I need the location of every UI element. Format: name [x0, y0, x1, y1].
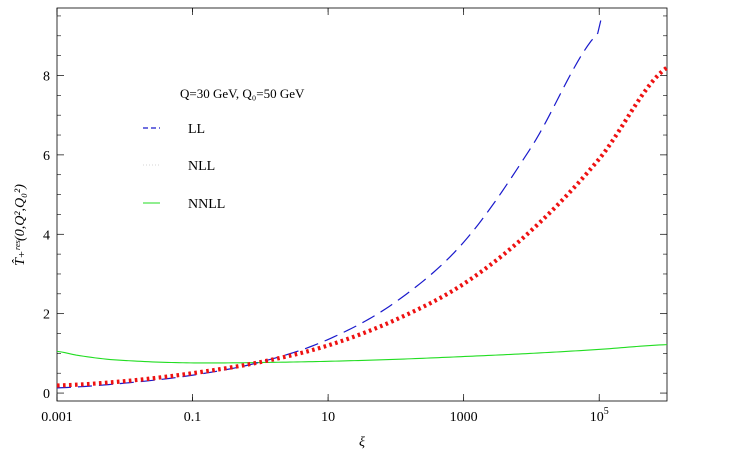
- y-tick-label: 4: [43, 228, 50, 243]
- legend-label-ll: LL: [188, 122, 205, 137]
- series-line-nll: [56, 65, 669, 388]
- x-tick-exponent: 5: [604, 406, 609, 417]
- annotation: Q=30 GeV, Q₀=50 GeV: [180, 86, 305, 101]
- x-tick-label: 105: [590, 406, 609, 425]
- y-tick-label: 6: [43, 149, 50, 164]
- legend-label-nll: NLL: [188, 159, 215, 174]
- x-tick-label: 0.001: [41, 410, 73, 425]
- x-tick-label: 10: [321, 410, 335, 425]
- x-axis-label: ξ: [359, 435, 365, 450]
- x-tick-label: 0.1: [184, 410, 202, 425]
- series-line-nnll: [56, 344, 668, 364]
- legend-label-nnll: NNLL: [188, 197, 225, 212]
- y-axis-label: T̂₊ʳᵉˢ(0,Q²,Q₀²): [12, 184, 28, 266]
- ticks: 0.001 0.1 10 1000 105 0 2 4 6 8: [41, 8, 667, 425]
- y-tick-label: 2: [43, 308, 50, 323]
- legend: LL NLL NNLL: [143, 122, 225, 212]
- series-layer: [56, 17, 669, 389]
- series-line-ll: [56, 17, 605, 389]
- plot-frame: [56, 7, 668, 402]
- y-tick-label: 0: [43, 387, 50, 402]
- x-tick-label: 1000: [450, 410, 478, 425]
- y-tick-label: 8: [43, 69, 50, 84]
